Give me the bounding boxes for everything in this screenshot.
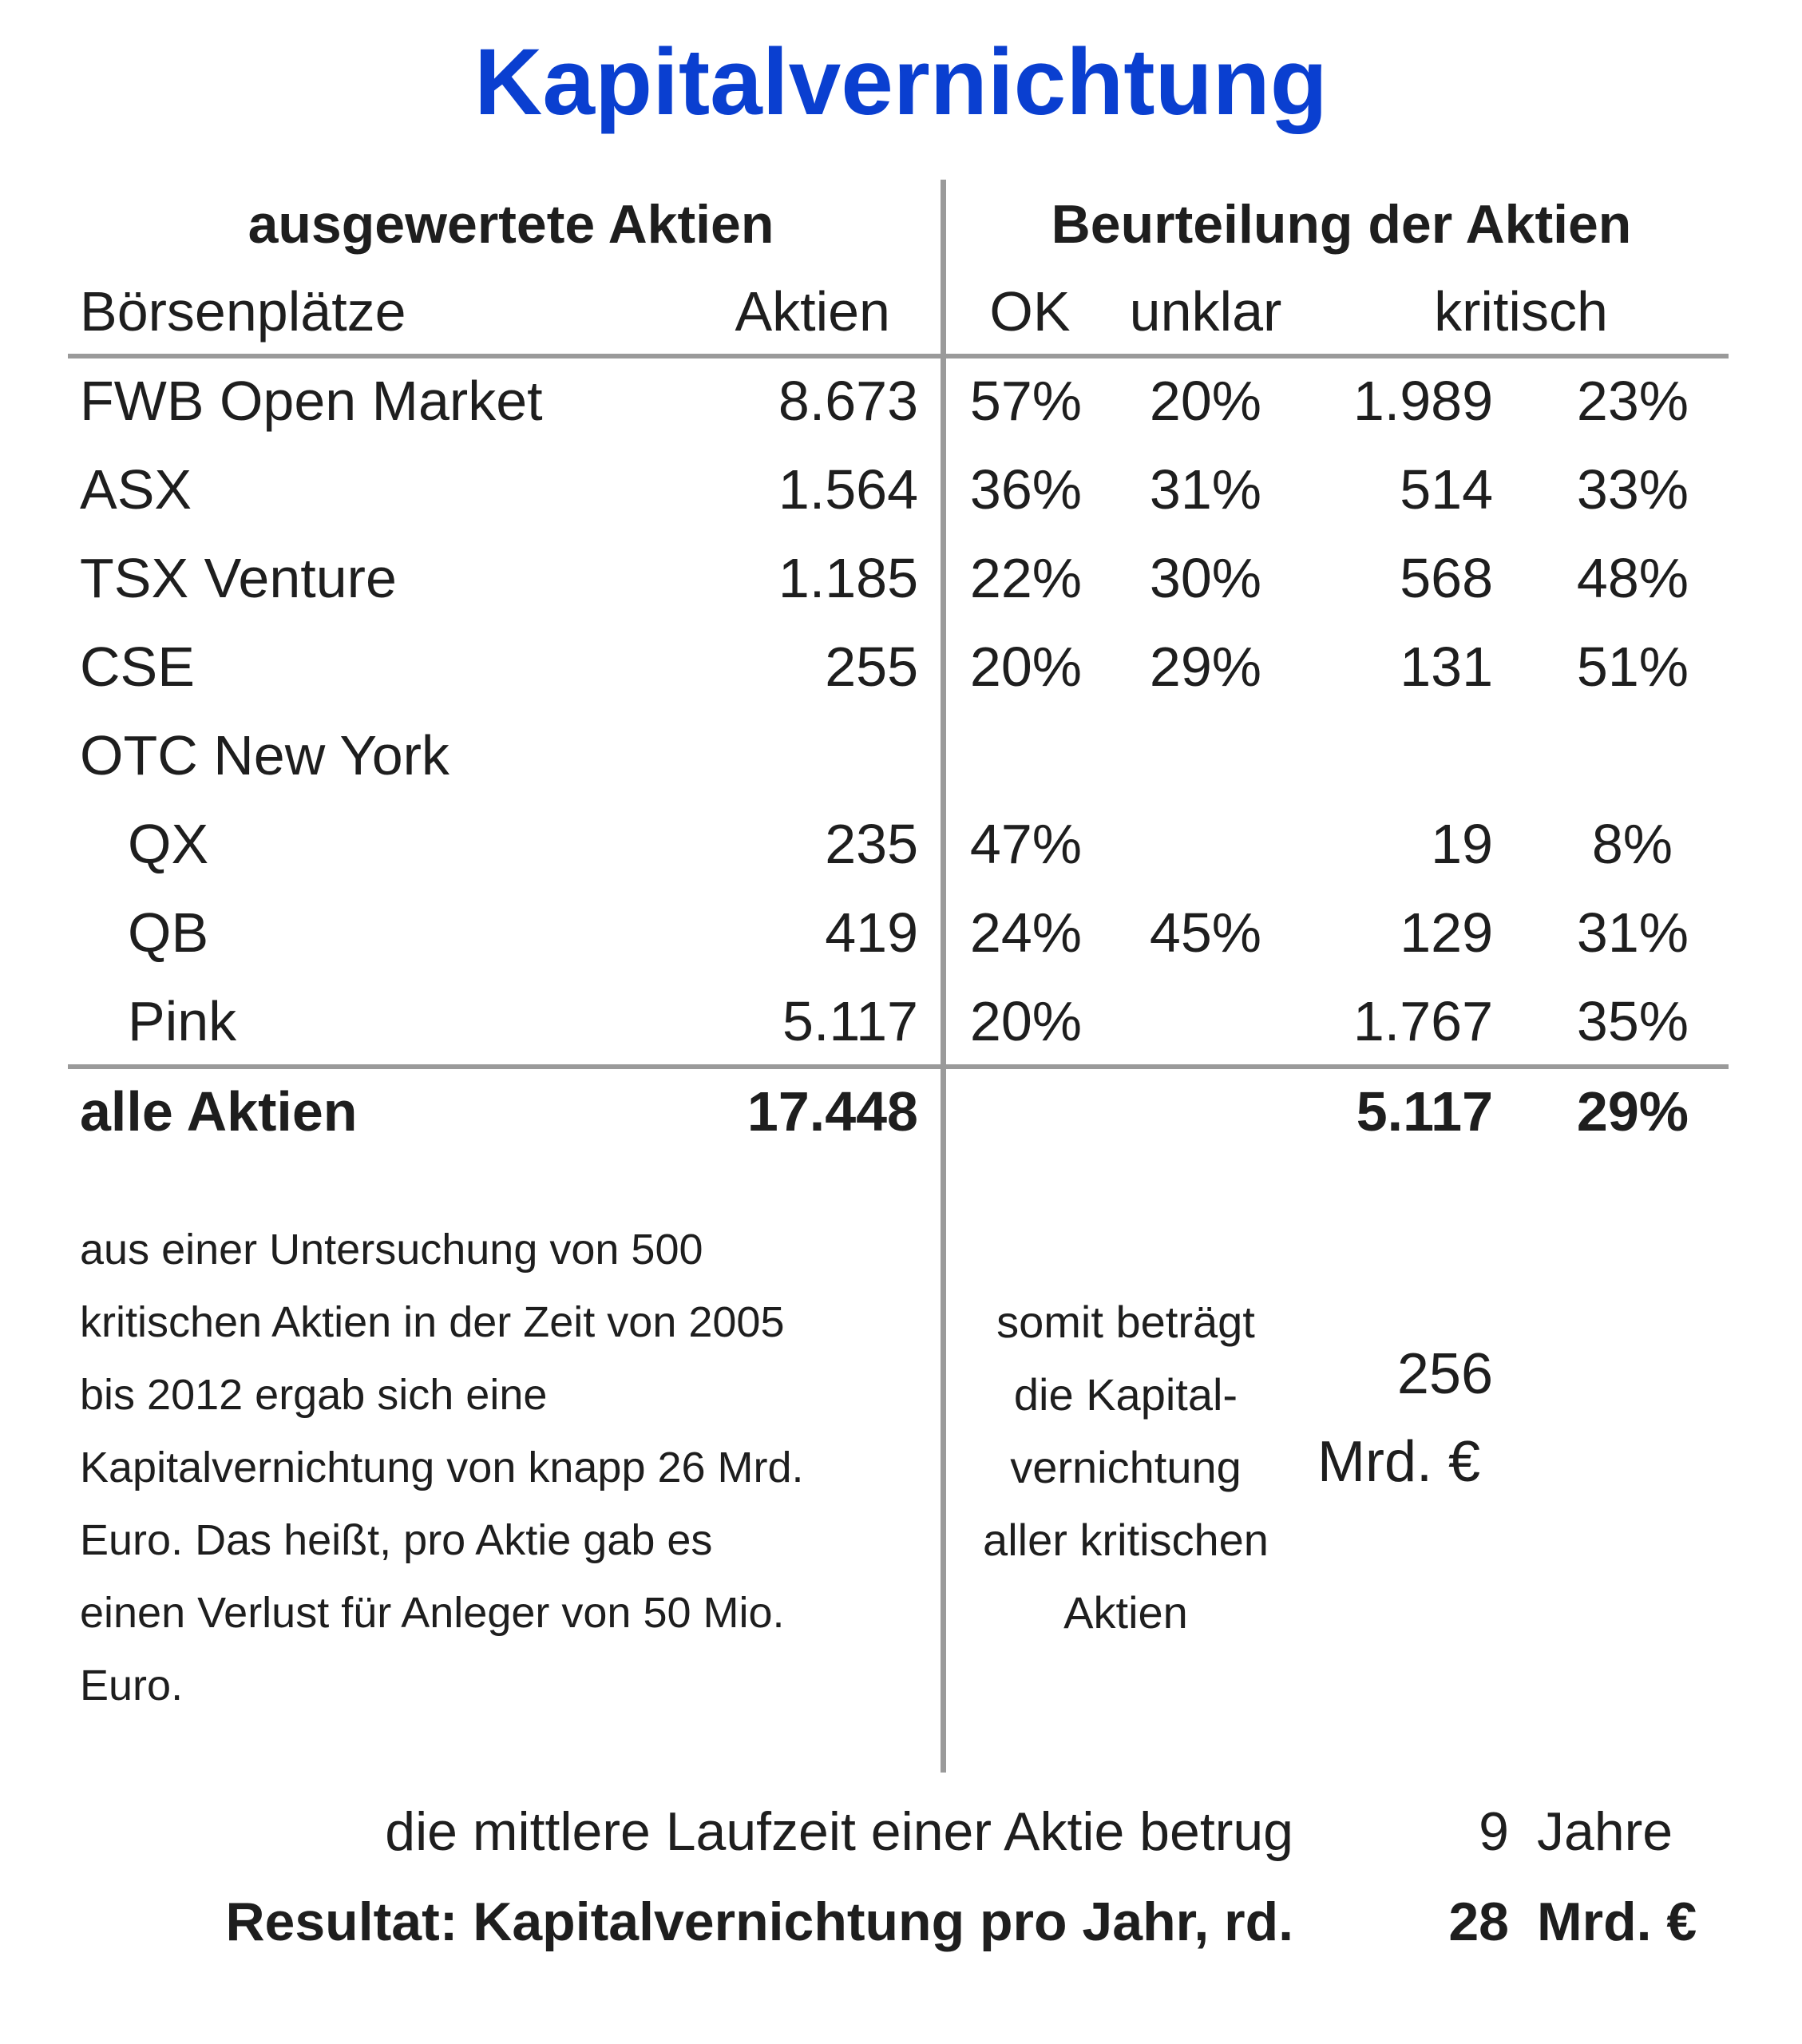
note-line: Euro. Das heißt, pro Aktie gab es [80, 1516, 713, 1564]
market-name: ASX [80, 458, 192, 521]
unclear-share: 30% [1149, 547, 1261, 609]
critical-count: 19 [1431, 813, 1493, 875]
result-label: Resultat: Kapitalvernichtung pro Jahr, r… [225, 1891, 1293, 1952]
stock-count: 5.117 [782, 990, 918, 1052]
col-header-ok: OK [989, 280, 1071, 343]
total-label: alle Aktien [80, 1080, 358, 1143]
column-divider [941, 180, 946, 1773]
market-name: OTC New York [80, 724, 450, 786]
critical-count: 1.767 [1352, 990, 1493, 1052]
critical-count: 129 [1400, 901, 1493, 964]
study-note: aus einer Untersuchung von 500 kritische… [80, 1214, 804, 1722]
critical-count: 131 [1400, 636, 1493, 698]
stock-count: 235 [825, 813, 918, 875]
critical-share: 8% [1591, 813, 1673, 875]
unclear-share: 31% [1149, 458, 1261, 521]
ok-share: 20% [969, 636, 1082, 698]
market-name: QB [128, 901, 209, 964]
stock-count: 255 [825, 636, 918, 698]
unclear-share: 29% [1149, 636, 1261, 698]
conclusion-line: die Kapital- [1013, 1369, 1238, 1420]
total-loss-value: 256 [1396, 1342, 1493, 1406]
critical-share: 35% [1576, 990, 1689, 1052]
total-stock-count: 17.448 [747, 1080, 918, 1143]
critical-share: 23% [1576, 370, 1689, 432]
total-divider [68, 1064, 1729, 1069]
duration-unit: Jahre [1537, 1801, 1673, 1862]
col-header-unclear: unklar [1129, 280, 1282, 343]
col-header-critical: kritisch [1434, 280, 1608, 343]
note-line: kritischen Aktien in der Zeit von 2005 [80, 1298, 785, 1346]
critical-share: 51% [1576, 636, 1689, 698]
total-loss-unit: Mrd. € [1317, 1430, 1481, 1494]
stock-count: 1.564 [778, 458, 918, 521]
note-line: bis 2012 ergab sich eine [80, 1371, 548, 1419]
note-line: einen Verlust für Anleger von 50 Mio. [80, 1589, 785, 1637]
total-critical-count: 5.117 [1356, 1080, 1493, 1143]
critical-share: 33% [1576, 458, 1689, 521]
stock-count: 419 [825, 901, 918, 964]
market-name: FWB Open Market [80, 370, 543, 432]
ok-share: 47% [969, 813, 1082, 875]
stock-count: 8.673 [778, 370, 918, 432]
duration-value: 9 [1479, 1801, 1509, 1862]
ok-share: 36% [969, 458, 1082, 521]
critical-count: 568 [1400, 547, 1493, 609]
note-line: Euro. [80, 1662, 184, 1709]
critical-count: 1.989 [1352, 370, 1493, 432]
stock-count: 1.185 [778, 547, 918, 609]
conclusion-line: vernichtung [1010, 1442, 1242, 1492]
result-unit: Mrd. € [1537, 1891, 1697, 1952]
unclear-share: 45% [1149, 901, 1261, 964]
header-assessment: Beurteilung der Aktien [1051, 194, 1632, 255]
conclusion-line: aller kritischen [983, 1515, 1269, 1565]
market-name: TSX Venture [80, 547, 397, 609]
unclear-share: 20% [1149, 370, 1261, 432]
col-header-stocks: Aktien [735, 280, 890, 343]
conclusion-line: somit beträgt [996, 1297, 1255, 1347]
market-name: CSE [80, 636, 195, 698]
page-title: Kapitalvernichtung [474, 30, 1328, 135]
conclusion-text: somit beträgt die Kapital- vernichtung a… [950, 1285, 1301, 1649]
market-name: Pink [128, 990, 237, 1052]
ok-share: 24% [969, 901, 1082, 964]
conclusion-line: Aktien [1063, 1587, 1188, 1638]
critical-count: 514 [1400, 458, 1493, 521]
total-critical-share: 29% [1576, 1080, 1689, 1143]
result-value: 28 [1448, 1891, 1509, 1952]
ok-share: 22% [969, 547, 1082, 609]
critical-share: 48% [1576, 547, 1689, 609]
duration-label: die mittlere Laufzeit einer Aktie betrug [385, 1801, 1293, 1862]
header-evaluated-stocks: ausgewertete Aktien [248, 194, 774, 255]
market-name: QX [128, 813, 209, 875]
header-divider [68, 354, 1729, 358]
ok-share: 20% [969, 990, 1082, 1052]
note-line: Kapitalvernichtung von knapp 26 Mrd. [80, 1444, 804, 1491]
note-line: aus einer Untersuchung von 500 [80, 1226, 703, 1274]
critical-share: 31% [1576, 901, 1689, 964]
ok-share: 57% [969, 370, 1082, 432]
col-header-markets: Börsenplätze [80, 280, 406, 343]
